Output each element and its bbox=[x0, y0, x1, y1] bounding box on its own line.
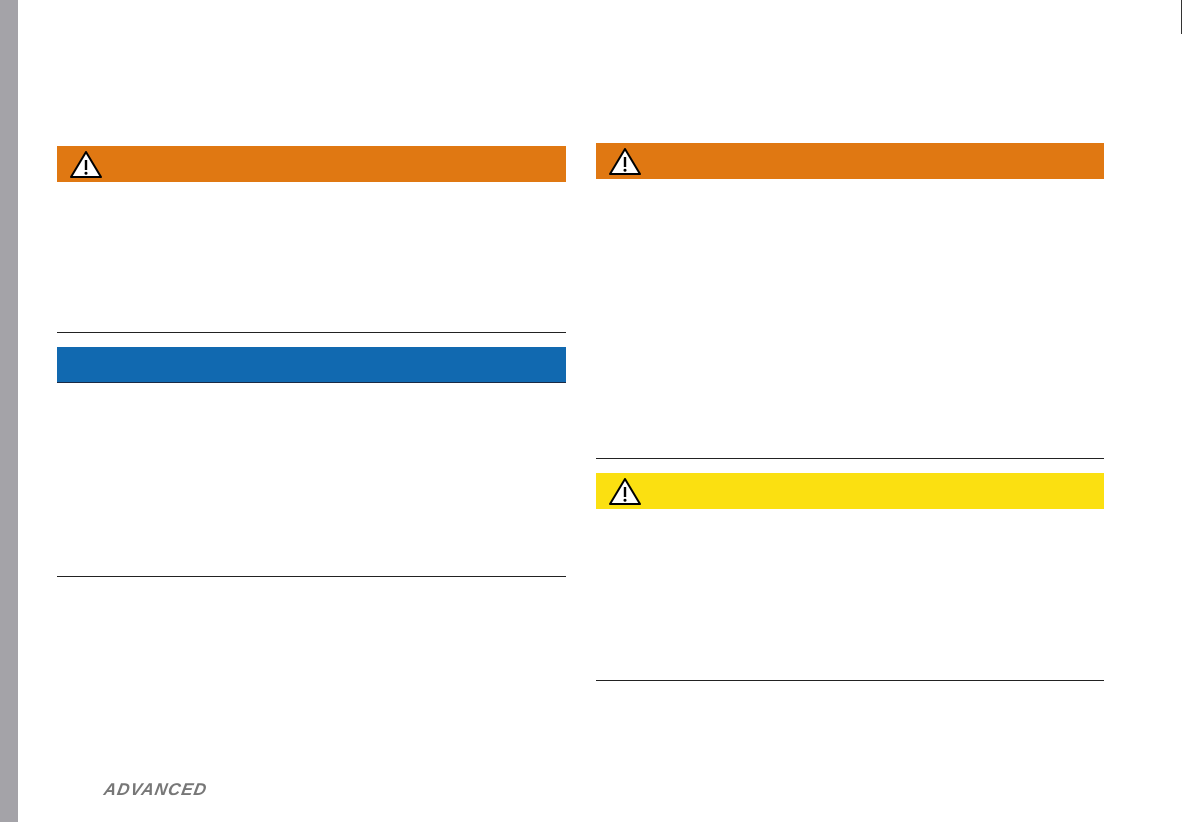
caution-bar bbox=[596, 473, 1104, 509]
warning-icon bbox=[70, 151, 102, 178]
caution-icon bbox=[609, 478, 641, 505]
divider bbox=[57, 576, 566, 577]
side-strip bbox=[0, 0, 18, 822]
warning-bar bbox=[57, 146, 566, 182]
warning-bar bbox=[596, 143, 1104, 179]
brand-logo: ADVANCED bbox=[102, 780, 209, 799]
divider bbox=[57, 332, 566, 333]
warning-icon bbox=[609, 148, 641, 175]
crop-mark bbox=[1181, 0, 1182, 34]
notice-bar bbox=[57, 347, 566, 383]
divider bbox=[596, 458, 1104, 459]
divider bbox=[596, 680, 1104, 681]
